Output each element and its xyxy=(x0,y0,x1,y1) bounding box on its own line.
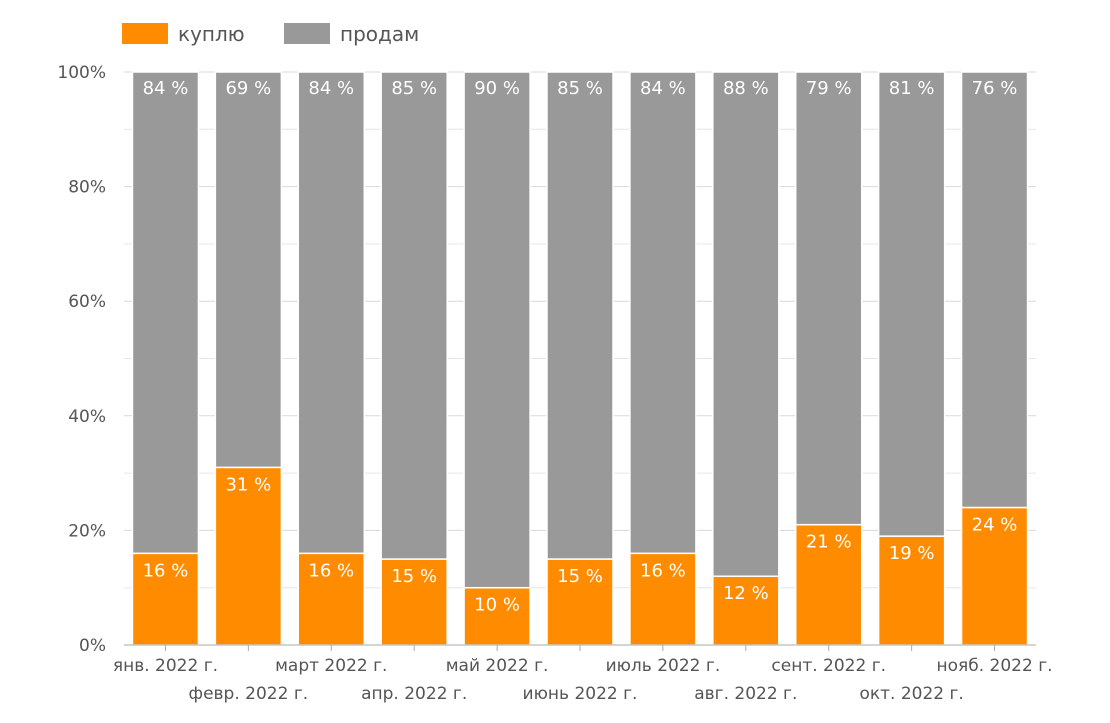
bar-segment-sell xyxy=(297,71,366,555)
data-label: 84 % xyxy=(640,78,686,99)
bar-segment-sell xyxy=(712,71,780,577)
bar-segment-sell xyxy=(380,71,448,560)
y-tick-label: 100% xyxy=(57,63,106,83)
bar-segment-buy xyxy=(546,558,614,646)
data-label: 88 % xyxy=(723,78,769,99)
data-label: 16 % xyxy=(308,560,354,581)
y-tick-label: 60% xyxy=(68,292,106,312)
data-label: 16 % xyxy=(143,560,189,581)
x-tick-label: янв. 2022 г. xyxy=(113,656,218,676)
legend: куплю продам xyxy=(122,22,419,46)
bar-segment-sell xyxy=(629,71,697,555)
bar-segment-sell xyxy=(960,71,1029,509)
bar-segment-buy xyxy=(463,586,531,646)
data-label: 10 % xyxy=(474,595,520,616)
bar-segment-sell xyxy=(877,71,946,537)
data-label: 84 % xyxy=(143,78,189,99)
data-label: 85 % xyxy=(391,78,437,99)
bars: 16 % 84 % 31 % 69 % 16 % 84 % 15 % 85 % 10 % 90 %… xyxy=(131,71,1029,646)
bar-segment-buy xyxy=(629,552,697,646)
data-label: 24 % xyxy=(972,514,1018,535)
x-tick-label: нояб. 2022 г. xyxy=(937,656,1053,676)
legend-label: продам xyxy=(340,22,419,46)
data-label: 79 % xyxy=(806,78,852,99)
x-tick-label: июнь 2022 г. xyxy=(523,684,638,704)
bar-segment-buy xyxy=(960,506,1029,646)
data-label: 69 % xyxy=(225,78,271,99)
data-label: 19 % xyxy=(889,543,935,564)
y-tick-label: 40% xyxy=(68,407,106,427)
data-label: 31 % xyxy=(225,474,271,495)
x-tick-label: июль 2022 г. xyxy=(606,656,721,676)
bar-segment-buy xyxy=(794,523,863,646)
x-tick-label: февр. 2022 г. xyxy=(189,684,309,704)
legend-swatch xyxy=(122,23,168,44)
data-label: 15 % xyxy=(391,566,437,587)
x-tick-label: сент. 2022 г. xyxy=(771,656,886,676)
bar-segment-sell xyxy=(794,71,863,526)
legend-label: куплю xyxy=(178,22,245,46)
bar-segment-buy xyxy=(877,535,946,646)
y-tick-label: 0% xyxy=(79,636,106,656)
y-tick-label: 80% xyxy=(68,178,106,198)
data-label: 76 % xyxy=(972,78,1018,99)
bar-segment-buy xyxy=(380,558,448,646)
x-tick-label: март 2022 г. xyxy=(275,656,387,676)
data-label: 21 % xyxy=(806,532,852,553)
data-label: 90 % xyxy=(474,78,520,99)
data-label: 81 % xyxy=(889,78,935,99)
data-label: 85 % xyxy=(557,78,603,99)
data-label: 15 % xyxy=(557,566,603,587)
data-label: 84 % xyxy=(308,78,354,99)
x-tick-label: апр. 2022 г. xyxy=(361,684,467,704)
x-tick-label: окт. 2022 г. xyxy=(859,684,963,704)
bar-segment-sell xyxy=(131,71,200,555)
bar-segment-sell xyxy=(463,71,531,589)
data-label: 16 % xyxy=(640,560,686,581)
bar-segment-sell xyxy=(214,71,283,469)
x-tick-label: май 2022 г. xyxy=(446,656,549,676)
y-tick-label: 20% xyxy=(68,521,106,541)
data-label: 12 % xyxy=(723,583,769,604)
axes: 0% 20% 40% 60% 80% 100% янв. 2022 г. февр. 2022… xyxy=(57,63,1052,704)
bar-segment-buy xyxy=(214,466,283,646)
bar-segment-sell xyxy=(546,71,614,560)
x-tick-label: авг. 2022 г. xyxy=(694,684,797,704)
legend-swatch xyxy=(284,23,330,44)
